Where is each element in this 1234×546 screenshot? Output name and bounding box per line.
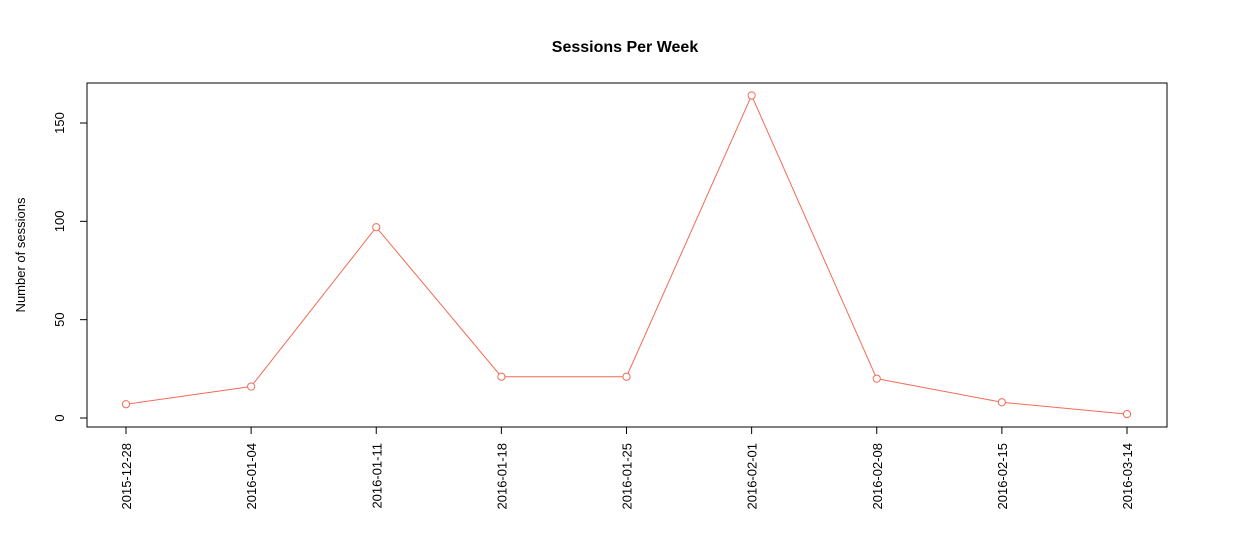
- data-point: [497, 372, 506, 381]
- y-tick-label: 150: [52, 112, 67, 134]
- x-tick-label: 2016-01-04: [244, 443, 259, 510]
- data-point: [997, 398, 1006, 407]
- series-layer: [121, 91, 1132, 419]
- data-point: [747, 91, 756, 100]
- x-tick-label: 2015-12-28: [119, 443, 134, 510]
- data-point: [1122, 409, 1132, 419]
- series-line: [125, 94, 1128, 415]
- x-tick-label: 2016-03-14: [1120, 443, 1135, 510]
- x-tick-label: 2016-02-15: [995, 443, 1010, 510]
- x-tick-label: 2016-01-11: [369, 443, 384, 509]
- y-tick-label: 0: [52, 414, 67, 421]
- data-point: [372, 223, 381, 232]
- data-point: [247, 382, 256, 391]
- data-point: [872, 374, 881, 383]
- data-point: [121, 400, 131, 409]
- x-tick-label: 2016-02-08: [870, 443, 885, 510]
- y-axis-label: Number of sessions: [13, 197, 28, 312]
- data-point: [622, 372, 631, 381]
- y-axis: 0 50 100 150: [52, 112, 88, 422]
- chart-title: Sessions Per Week: [552, 39, 699, 56]
- x-tick-label: 2016-01-18: [494, 443, 509, 510]
- x-tick-label: 2016-02-01: [745, 443, 760, 510]
- y-tick-label: 50: [52, 312, 67, 326]
- x-tick-label: 2016-01-25: [620, 443, 635, 510]
- y-tick-label: 100: [52, 210, 67, 232]
- x-axis: 2015-12-28 2016-01-04 2016-01-11 2016-01-18…: [119, 426, 1135, 510]
